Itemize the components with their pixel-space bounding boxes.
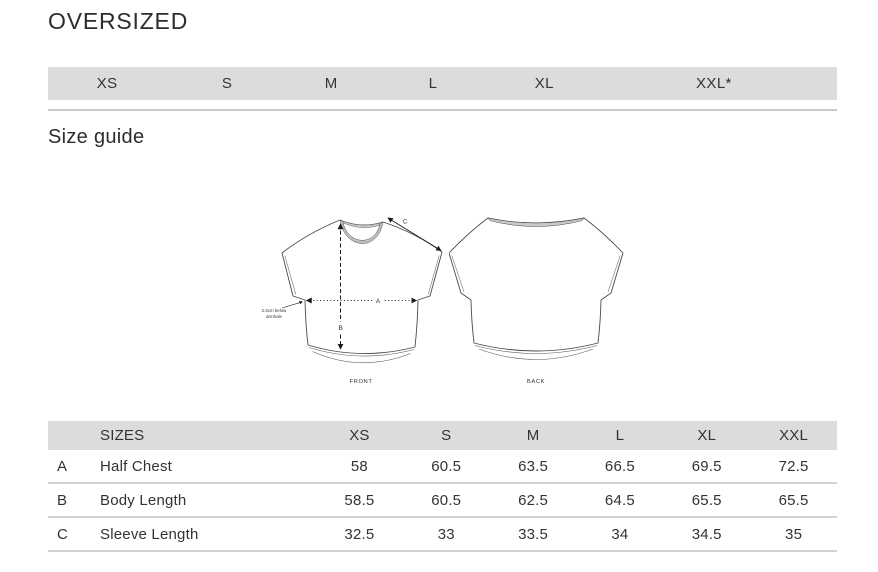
armhole-note-line1: 2.5cm below <box>262 308 287 313</box>
divider-line <box>48 109 837 111</box>
measure-label-c: C <box>403 220 408 226</box>
table-header-xl: XL <box>697 427 717 444</box>
row-label: Half Chest <box>100 457 173 475</box>
measure-label-a: A <box>376 298 381 305</box>
row-letter: C <box>57 525 69 543</box>
row-letter: B <box>57 491 68 509</box>
table-row-sleeve-length: C Sleeve Length 32.5 33 33.5 34 34.5 35 <box>48 518 837 552</box>
back-shirt-diagram: BACK <box>449 217 624 385</box>
table-cell: 63.5 <box>518 457 549 475</box>
front-shirt-outline <box>281 219 443 354</box>
back-caption: BACK <box>527 379 545 385</box>
front-shirt-diagram: B A C 2.5cm below armhole FRONT <box>262 217 443 385</box>
size-option-m[interactable]: M <box>324 75 338 92</box>
size-selector-bar: XS S M L XL XXL* <box>48 67 837 100</box>
size-table: SIZES XS S M L XL XXL A Half Chest 58 60… <box>48 421 837 552</box>
table-header-xs: XS <box>349 427 370 444</box>
page-title: OVERSIZED <box>48 8 189 34</box>
size-guide-heading: Size guide <box>48 126 145 148</box>
back-shirt-outline <box>449 217 624 352</box>
row-label: Body Length <box>100 491 187 509</box>
table-cell: 58.5 <box>344 491 375 509</box>
table-cell: 72.5 <box>778 457 809 475</box>
size-option-xxl[interactable]: XXL* <box>696 75 732 92</box>
measure-label-b: B <box>339 325 343 332</box>
table-header-m: M <box>526 427 540 444</box>
table-cell: 60.5 <box>431 457 462 475</box>
table-header-sizes: SIZES <box>100 427 145 444</box>
table-cell: 33.5 <box>518 525 549 543</box>
table-row-body-length: B Body Length 58.5 60.5 62.5 64.5 65.5 6… <box>48 484 837 518</box>
size-option-l[interactable]: L <box>428 75 438 92</box>
table-cell: 66.5 <box>604 457 635 475</box>
row-letter: A <box>57 457 68 475</box>
table-cell: 64.5 <box>604 491 635 509</box>
table-header-row: SIZES XS S M L XL XXL <box>48 421 837 450</box>
table-header-l: L <box>615 427 625 444</box>
table-cell: 34 <box>611 525 629 543</box>
table-header-s: S <box>441 427 452 444</box>
measure-line-c <box>387 217 442 251</box>
table-cell: 35 <box>785 525 803 543</box>
table-cell: 58 <box>350 457 368 475</box>
table-cell: 65.5 <box>778 491 809 509</box>
table-cell: 65.5 <box>691 491 722 509</box>
table-row-half-chest: A Half Chest 58 60.5 63.5 66.5 69.5 72.5 <box>48 450 837 484</box>
table-header-xxl: XXL <box>779 427 809 444</box>
table-cell: 33 <box>437 525 455 543</box>
table-cell: 34.5 <box>691 525 722 543</box>
row-label: Sleeve Length <box>100 525 199 543</box>
size-option-xs[interactable]: XS <box>96 75 118 92</box>
armhole-note-line2: armhole <box>266 314 282 319</box>
table-cell: 62.5 <box>518 491 549 509</box>
size-option-s[interactable]: S <box>221 75 233 92</box>
back-collar-band <box>487 217 585 227</box>
table-cell: 69.5 <box>691 457 722 475</box>
size-option-xl[interactable]: XL <box>534 75 554 92</box>
front-caption: FRONT <box>350 379 373 385</box>
table-cell: 32.5 <box>344 525 375 543</box>
table-cell: 60.5 <box>431 491 462 509</box>
